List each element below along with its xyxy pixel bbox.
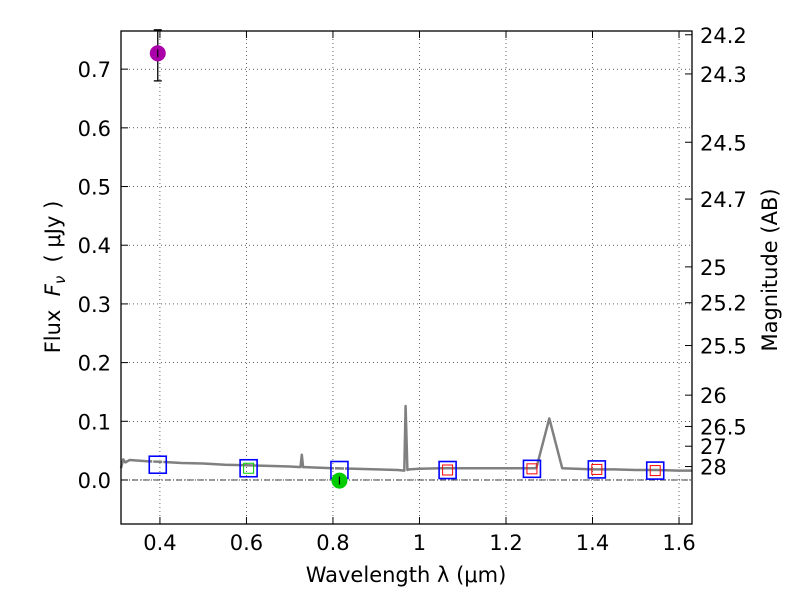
y-axis-label-suffix: ( μJy ): [41, 201, 65, 276]
model-flux-marker: [438, 460, 457, 480]
y2-tick-label: 26.5: [700, 415, 747, 439]
x-tick-label: 0.6: [230, 531, 263, 555]
y-axis-label: Flux Fν ( μJy ): [41, 201, 69, 354]
y-tick-label: 0.0: [78, 469, 111, 493]
plot-frame: [120, 30, 693, 525]
model-flux-marker: [239, 458, 258, 478]
y-axis-label-subscript: ν: [51, 276, 69, 284]
y2-tick-label: 25: [700, 256, 727, 280]
x-tick-label: 1.6: [662, 531, 695, 555]
x-tick-label: 0.8: [316, 531, 349, 555]
model-flux-marker: [587, 460, 607, 479]
model-flux-marker: [148, 455, 168, 475]
observed-flux-marker: [649, 465, 661, 477]
y2-tick-label: 24.2: [700, 24, 747, 48]
observed-flux-marker: [243, 462, 255, 474]
y2-tick-label: 24.3: [700, 63, 747, 87]
x-tick-label: 1.4: [576, 531, 609, 555]
y-axis-label-symbol: F: [41, 283, 65, 296]
y2-tick-label: 24.7: [700, 188, 747, 212]
y2-tick-label: 28: [700, 456, 727, 480]
y2-axis-label: Magnitude (AB): [758, 188, 782, 351]
series-layer: [119, 29, 692, 489]
y-tick-label: 0.3: [78, 293, 111, 317]
y-tick-label: 0.2: [78, 352, 111, 376]
observed-flux-marker: [442, 464, 454, 476]
y-tick-label: 0.5: [78, 176, 111, 200]
observed-flux-marker: [152, 459, 164, 471]
model-flux-marker: [645, 461, 665, 480]
y-tick-label: 0.4: [78, 234, 111, 258]
y2-tick-label: 25.5: [700, 335, 747, 359]
y2-tick-label: 25.2: [700, 292, 747, 316]
y2-tick-label: 26: [700, 384, 727, 408]
y2-tick-label: 27: [700, 435, 727, 459]
x-tick-label: 1: [413, 531, 426, 555]
ticks: 0.4 0.6 0.8 1 1.2 1.4 1.6 0.0 0.1 0.2 0.3 0.4 0.5 0.6…: [78, 24, 747, 555]
y-tick-label: 0.1: [78, 410, 111, 434]
y-axis-label-prefix: Flux: [41, 296, 65, 353]
observed-flux-marker: [591, 463, 603, 475]
y-tick-label: 0.7: [78, 58, 111, 82]
x-tick-label: 0.4: [143, 531, 176, 555]
y2-tick-label: 24.5: [700, 131, 747, 155]
observed-flux-marker: [526, 463, 538, 475]
sed-curve: [119, 404, 692, 472]
y-tick-label: 0.6: [78, 117, 111, 141]
model-flux-marker: [522, 459, 542, 479]
x-tick-label: 1.2: [489, 531, 522, 555]
x-axis-label: Wavelength λ (μm): [306, 563, 507, 587]
